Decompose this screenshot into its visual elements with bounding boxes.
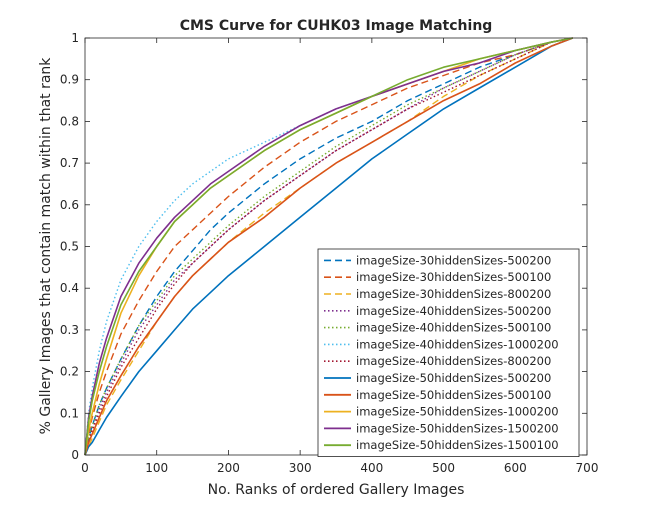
y-tick-label: 0.9 <box>60 73 79 87</box>
y-tick-label: 0.7 <box>60 156 79 170</box>
y-tick-label: 0.4 <box>60 281 79 295</box>
series-line-2 <box>84 37 573 456</box>
chart-title: CMS Curve for CUHK03 Image Matching <box>180 18 493 34</box>
legend-entry-3: imageSize-30hiddenSizes-800200 <box>356 287 551 301</box>
x-tick-label: 500 <box>432 461 455 475</box>
series-line-8 <box>84 37 573 456</box>
series-line-6 <box>84 37 573 456</box>
y-tick-label: 0.1 <box>60 406 79 420</box>
x-tick-label: 400 <box>360 461 383 475</box>
x-tick-label: 0 <box>81 461 89 475</box>
y-tick-label: 0.3 <box>60 323 79 337</box>
legend-entry-2: imageSize-30hiddenSizes-500100 <box>356 270 551 284</box>
x-tick-label: 700 <box>576 461 599 475</box>
series-line-11 <box>84 37 573 456</box>
x-tick-label: 100 <box>145 461 168 475</box>
legend-entry-7: imageSize-40hiddenSizes-800200 <box>356 354 551 368</box>
legend-box <box>317 248 580 458</box>
legend-entry-8: imageSize-50hiddenSizes-500200 <box>356 371 551 385</box>
x-axis-label: No. Ranks of ordered Gallery Images <box>208 482 465 498</box>
y-axis-label: % Gallery Images that contain match with… <box>38 57 54 435</box>
y-tick-label: 0.2 <box>60 365 79 379</box>
series-line-9 <box>84 37 573 456</box>
y-tick-label: 0.8 <box>60 114 79 128</box>
series-line-12 <box>84 37 573 456</box>
x-tick-label: 200 <box>217 461 240 475</box>
legend-entry-11: imageSize-50hiddenSizes-1500200 <box>356 421 559 435</box>
legend-entry-10: imageSize-50hiddenSizes-1000200 <box>356 405 559 419</box>
legend: imageSize-30hiddenSizes-500200 imageSize-… <box>317 248 580 458</box>
legend-entry-1: imageSize-30hiddenSizes-500200 <box>356 253 551 267</box>
series-line-4 <box>84 37 573 456</box>
legend-entry-12: imageSize-50hiddenSizes-1500100 <box>356 438 559 452</box>
legend-entry-9: imageSize-50hiddenSizes-500100 <box>356 388 551 402</box>
legend-entry-4: imageSize-40hiddenSizes-500200 <box>356 304 551 318</box>
y-tick-label: 0.6 <box>60 198 79 212</box>
y-tick-label: 0.5 <box>60 240 79 254</box>
series-line-5 <box>84 37 573 456</box>
y-tick-label: 0 <box>71 448 79 462</box>
x-tick-label: 600 <box>504 461 527 475</box>
x-tick-label: 300 <box>289 461 312 475</box>
series-line-7 <box>84 37 573 456</box>
y-tick-label: 1 <box>71 31 79 45</box>
legend-entry-5: imageSize-40hiddenSizes-500100 <box>356 321 551 335</box>
legend-entry-6: imageSize-40hiddenSizes-1000200 <box>356 337 559 351</box>
